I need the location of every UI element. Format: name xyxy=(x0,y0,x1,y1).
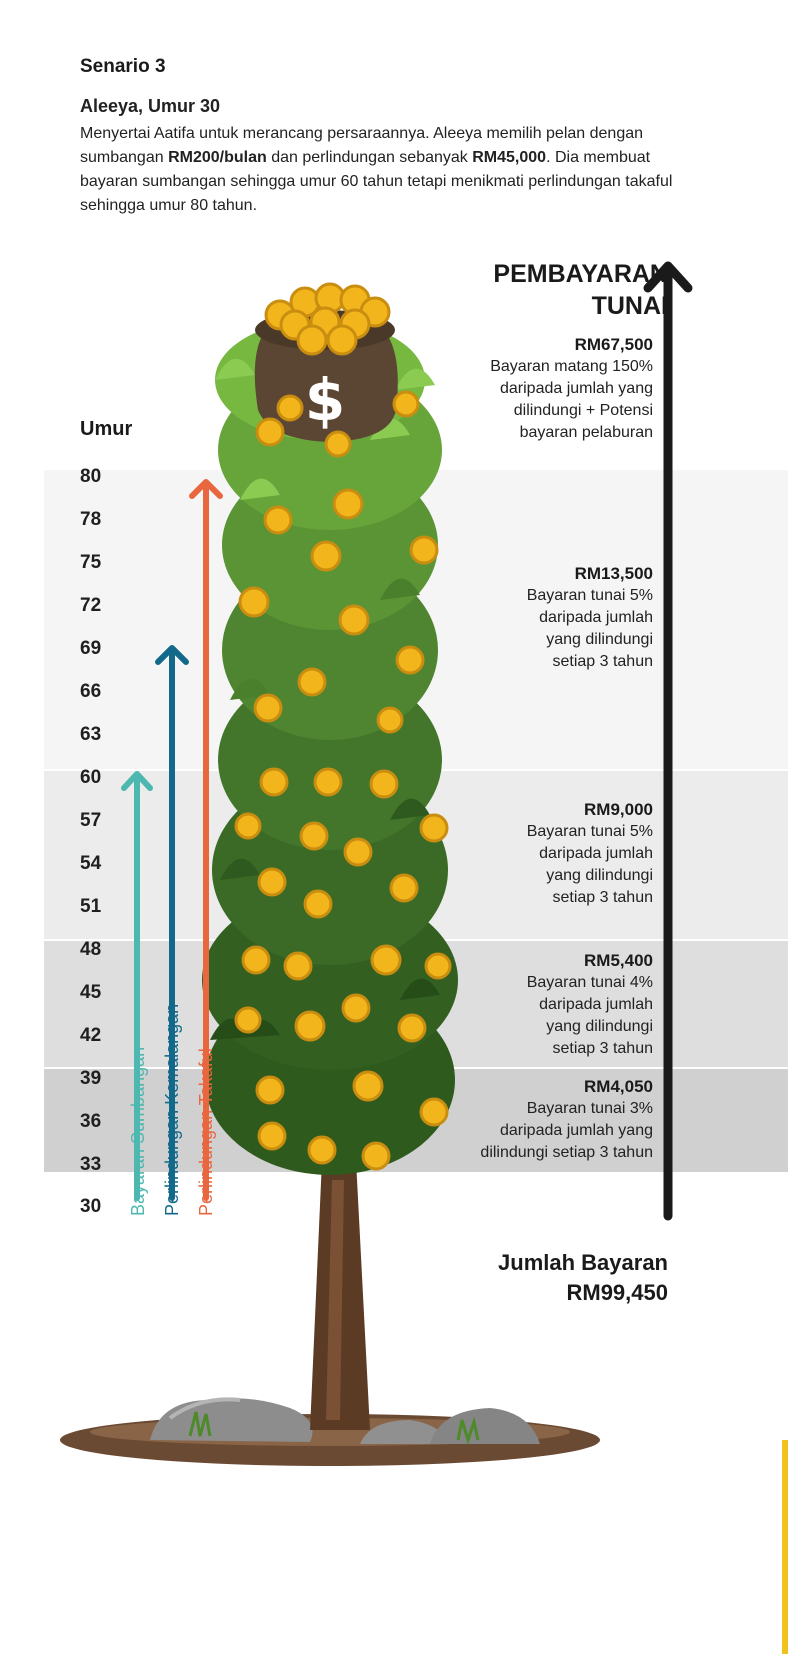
intro-cover-amount: RM45,000 xyxy=(472,149,547,166)
payout-amount: RM13,500 xyxy=(574,564,653,583)
payout-desc: yang dilindungi xyxy=(546,867,653,884)
age-tick: 72 xyxy=(80,595,102,616)
gold-coin-icon xyxy=(234,390,452,1171)
takaful-protection-arrow xyxy=(189,479,223,1201)
total-value: RM99,450 xyxy=(566,1280,668,1305)
age-tick: 80 xyxy=(80,466,102,487)
age-tick: 42 xyxy=(80,1025,102,1046)
rock xyxy=(150,1398,313,1442)
age-tick: 33 xyxy=(80,1154,102,1175)
coin-pile xyxy=(264,282,391,356)
lifetime-protection-arrow xyxy=(155,645,189,1201)
payout-amount: RM9,000 xyxy=(584,800,653,819)
grass-tuft xyxy=(456,1416,480,1445)
payout-desc: Bayaran tunai 4% xyxy=(526,974,653,991)
payout-desc: setiap 3 tahun xyxy=(552,889,653,906)
payout-item: RM67,500 Bayaran matang 150% daripada ju… xyxy=(353,334,653,444)
intro-text: dan perlindungan sebanyak xyxy=(266,149,473,166)
rock xyxy=(430,1408,540,1444)
intro-text: Menyertai Aatifa untuk merancang persara… xyxy=(80,125,644,166)
age-tick: 54 xyxy=(80,853,102,874)
payout-desc: Bayaran tunai 5% xyxy=(526,587,653,604)
payout-desc: daripada jumlah yang xyxy=(500,380,653,397)
age-tick: 66 xyxy=(80,681,102,702)
age-tick: 51 xyxy=(80,896,102,917)
age-tick: 30 xyxy=(80,1196,102,1217)
payout-desc: daripada jumlah xyxy=(539,609,653,626)
intro-contribution-amount: RM200/bulan xyxy=(168,149,267,166)
total-payout: Jumlah Bayaran RM99,450 xyxy=(498,1248,668,1308)
total-label: Jumlah Bayaran xyxy=(498,1250,668,1275)
person-heading: Aleeya, Umur 30 xyxy=(80,96,221,116)
age-tick: 69 xyxy=(80,638,102,659)
age-tick: 78 xyxy=(80,509,102,530)
scenario-title: Senario 3 xyxy=(80,56,166,77)
payout-desc: dilindungi + Potensi xyxy=(513,402,653,419)
payout-amount: RM4,050 xyxy=(584,1077,653,1096)
payout-desc: daripada jumlah yang xyxy=(500,1122,653,1139)
payout-desc: bayaran pelaburan xyxy=(519,424,653,441)
payout-heading-line: PEMBAYARAN xyxy=(493,260,668,288)
tree-trunk-highlight xyxy=(326,1180,344,1420)
intro-text: . Dia membuat bayaran sumbangan sehingga… xyxy=(80,149,673,214)
age-axis-label: Umur xyxy=(80,418,133,440)
age-tick: 45 xyxy=(80,982,102,1003)
age-tick: 48 xyxy=(80,939,102,960)
lifetime-arrow-label: Perlindungan Kemalangan xyxy=(162,1003,182,1216)
rock xyxy=(168,1397,241,1420)
payout-desc: Bayaran tunai 3% xyxy=(526,1100,653,1117)
payout-item: RM4,050 Bayaran tunai 3% daripada jumlah… xyxy=(353,1076,653,1164)
page-edge-accent xyxy=(782,1440,788,1654)
payout-desc: dilindungi setiap 3 tahun xyxy=(480,1144,653,1161)
age-tick: 36 xyxy=(80,1111,102,1132)
grass-tuft xyxy=(188,1411,212,1437)
arrow-up-icon xyxy=(643,261,693,1221)
contribution-arrow xyxy=(121,771,153,1201)
payout-item: RM9,000 Bayaran tunai 5% daripada jumlah… xyxy=(353,799,653,909)
age-tick: 75 xyxy=(80,552,102,573)
rock xyxy=(360,1420,450,1444)
payout-desc: daripada jumlah xyxy=(539,996,653,1013)
age-tick: 39 xyxy=(80,1068,102,1089)
payout-heading-line: TUNAI xyxy=(591,292,668,320)
payout-desc: daripada jumlah xyxy=(539,845,653,862)
intro-paragraph: Menyertai Aatifa untuk merancang persara… xyxy=(80,122,680,218)
svg-text:$: $ xyxy=(305,366,345,434)
payout-desc: yang dilindungi xyxy=(546,1018,653,1035)
takaful-arrow-label: Perlindungan Takaful xyxy=(196,1048,216,1216)
age-tick: 63 xyxy=(80,724,102,745)
contribution-arrow-label: Bayaran Sumbangan xyxy=(128,1046,148,1216)
age-tick: 57 xyxy=(80,810,102,831)
payout-item: RM5,400 Bayaran tunai 4% daripada jumlah… xyxy=(353,950,653,1060)
payout-heading: PEMBAYARAN TUNAI xyxy=(408,258,668,322)
payout-desc: setiap 3 tahun xyxy=(552,1040,653,1057)
payout-desc: setiap 3 tahun xyxy=(552,653,653,670)
payout-desc: Bayaran tunai 5% xyxy=(526,823,653,840)
payout-desc: Bayaran matang 150% xyxy=(490,358,653,375)
payout-item: RM13,500 Bayaran tunai 5% daripada jumla… xyxy=(353,563,653,673)
payout-desc: yang dilindungi xyxy=(546,631,653,648)
payout-amount: RM67,500 xyxy=(574,335,653,354)
age-tick: 60 xyxy=(80,767,102,788)
payout-amount: RM5,400 xyxy=(584,951,653,970)
